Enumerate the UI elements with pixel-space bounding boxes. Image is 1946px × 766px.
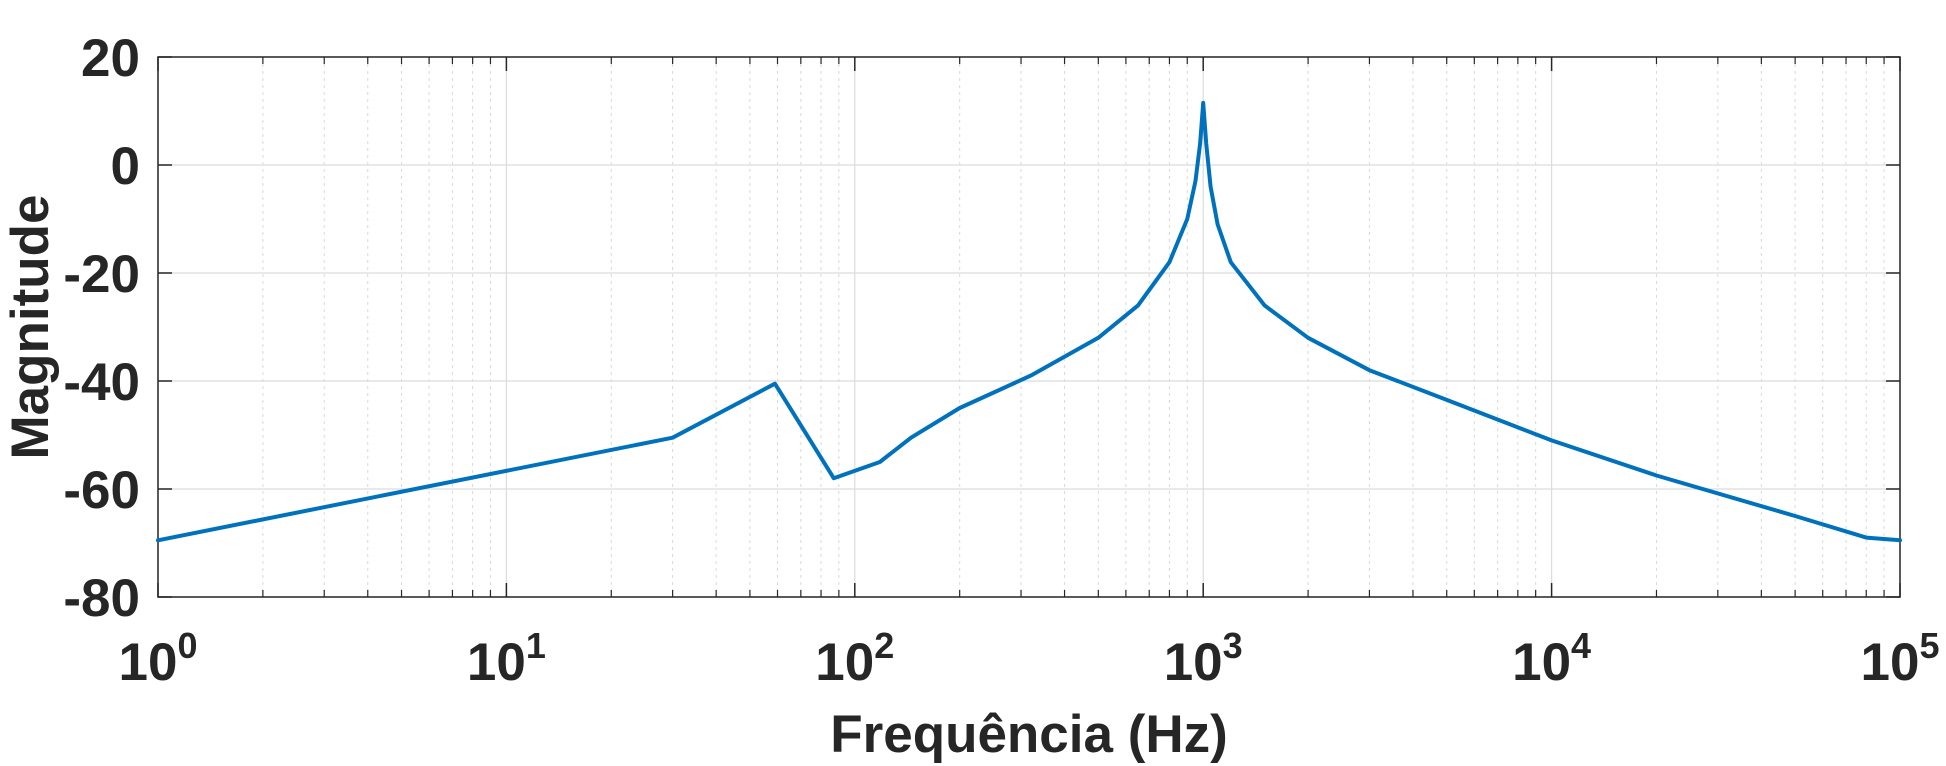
x-tick-label: 105 <box>1861 625 1940 692</box>
y-tick-label: 0 <box>111 137 140 196</box>
x-tick-label: 102 <box>815 625 894 692</box>
grid <box>157 56 1901 598</box>
y-tick-label: -40 <box>63 353 140 412</box>
axis-ticks <box>157 56 1901 598</box>
x-tick-labels: 100 101 102 103 104 105 <box>119 625 1940 692</box>
x-tick-label: 101 <box>467 625 546 692</box>
y-axis-label: Magnitude <box>1 195 60 460</box>
y-tick-label: 20 <box>81 29 140 88</box>
x-axis-label: Frequência (Hz) <box>830 705 1228 764</box>
y-tick-label: -60 <box>63 461 140 520</box>
x-tick-label: 104 <box>1512 625 1591 692</box>
magnitude-line <box>156 100 1902 543</box>
x-tick-label: 103 <box>1164 625 1243 692</box>
y-tick-label: -80 <box>63 569 140 628</box>
plot-area <box>157 56 1901 598</box>
y-tick-labels: 20 0 -20 -40 -60 -80 <box>63 29 140 628</box>
y-tick-label: -20 <box>63 245 140 304</box>
x-tick-label: 100 <box>119 625 198 692</box>
